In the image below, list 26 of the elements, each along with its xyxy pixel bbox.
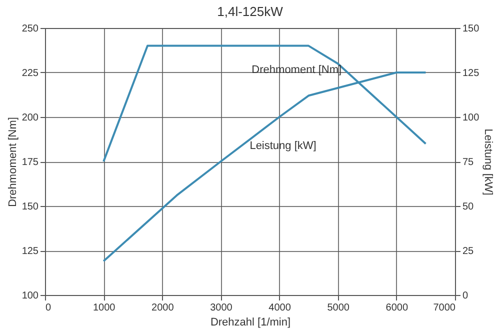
y2-tick-label: 50 xyxy=(462,202,474,212)
x-tick-label: 5000 xyxy=(327,302,350,314)
y2-tick-label: 75 xyxy=(462,157,474,168)
y2-tick-label: 125 xyxy=(462,68,480,79)
y-axis-title: Drehmoment [Nm] xyxy=(6,117,19,207)
y2-tick-label: 0 xyxy=(462,290,468,302)
chart-title: 1,4l-125kW xyxy=(217,4,284,19)
y2-tick-label: 25 xyxy=(462,246,474,257)
x-tick-label: 4000 xyxy=(268,302,292,314)
x-tick-label: 3000 xyxy=(210,302,233,314)
y-tick-label: 100 xyxy=(22,290,39,302)
y2-axis-title: Leistung [kW] xyxy=(482,128,494,196)
y-tick-label: 250 xyxy=(22,24,39,34)
x-tick-label: 0 xyxy=(46,302,52,314)
y2-tick-label: 150 xyxy=(462,24,480,34)
x-tick-label: 1000 xyxy=(92,302,116,314)
x-tick-label: 6000 xyxy=(386,302,408,314)
y-tick-label: 150 xyxy=(22,202,39,212)
y-tick-label: 175 xyxy=(22,157,39,168)
y-tick-label: 200 xyxy=(22,112,39,124)
y-tick-label: 225 xyxy=(22,68,39,79)
x-tick-label: 7000 xyxy=(433,302,456,314)
y2-tick-label: 100 xyxy=(462,112,480,124)
x-tick-label: 2000 xyxy=(152,302,174,314)
x-axis-title: Drehzahl [1/min] xyxy=(210,316,291,328)
y-tick-label: 125 xyxy=(22,246,39,257)
